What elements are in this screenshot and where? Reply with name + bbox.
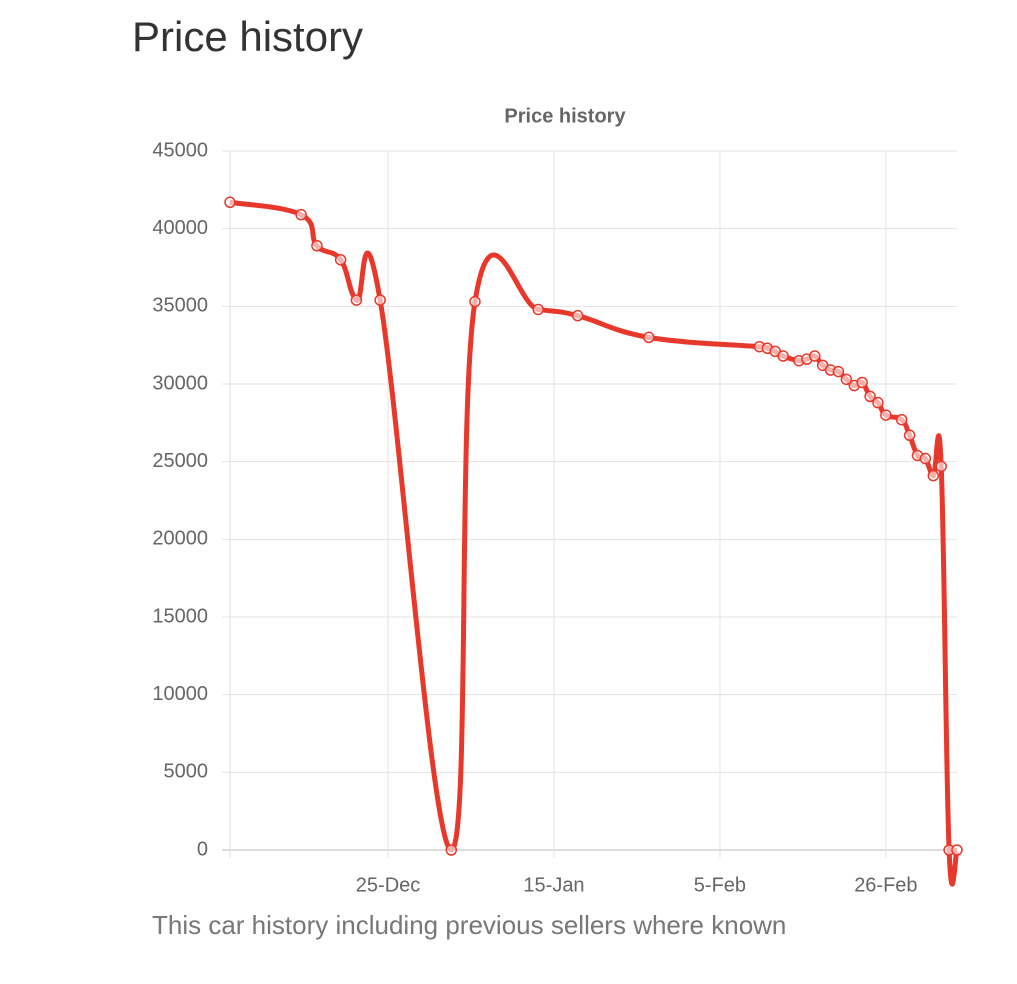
data-point bbox=[532, 303, 544, 316]
page-title: Price history bbox=[132, 13, 363, 60]
data-point bbox=[935, 460, 947, 473]
data-point bbox=[311, 240, 323, 252]
data-point bbox=[224, 196, 236, 209]
y-tick-label: 25000 bbox=[152, 450, 208, 472]
data-point bbox=[643, 331, 655, 344]
y-tick-label: 10000 bbox=[152, 683, 208, 705]
data-point bbox=[872, 396, 884, 409]
x-tick-label: 25-Dec bbox=[356, 874, 420, 896]
y-tick-label: 5000 bbox=[164, 761, 209, 783]
y-tick-label: 30000 bbox=[152, 372, 208, 394]
data-point bbox=[880, 409, 892, 421]
y-tick-label: 0 bbox=[197, 838, 208, 860]
data-point bbox=[864, 390, 876, 403]
data-point bbox=[469, 295, 481, 308]
y-tick-label: 20000 bbox=[152, 528, 208, 550]
data-point bbox=[895, 413, 908, 426]
data-point bbox=[571, 309, 584, 322]
data-point bbox=[374, 294, 386, 306]
y-tick-label: 45000 bbox=[152, 139, 208, 161]
data-point bbox=[777, 350, 789, 362]
price-line bbox=[229, 199, 960, 887]
data-point bbox=[927, 469, 940, 482]
data-point bbox=[809, 350, 821, 362]
chart-title: Price history bbox=[504, 105, 626, 127]
x-tick-label: 26-Feb bbox=[854, 874, 917, 896]
data-point bbox=[856, 376, 868, 389]
x-tick-label: 15-Jan bbox=[523, 874, 584, 896]
data-point bbox=[840, 373, 853, 386]
y-tick-label: 40000 bbox=[152, 217, 208, 239]
data-point bbox=[350, 294, 363, 306]
x-tick-label: 5-Feb bbox=[694, 874, 746, 896]
data-point bbox=[445, 844, 458, 856]
data-point bbox=[903, 429, 916, 442]
y-tick-label: 35000 bbox=[152, 295, 208, 317]
data-point bbox=[919, 452, 932, 465]
caption: This car history including previous sell… bbox=[152, 910, 786, 940]
data-point bbox=[334, 253, 347, 266]
data-point bbox=[951, 844, 963, 856]
data-point bbox=[832, 365, 845, 378]
y-tick-label: 15000 bbox=[152, 605, 208, 627]
data-point bbox=[295, 208, 307, 221]
